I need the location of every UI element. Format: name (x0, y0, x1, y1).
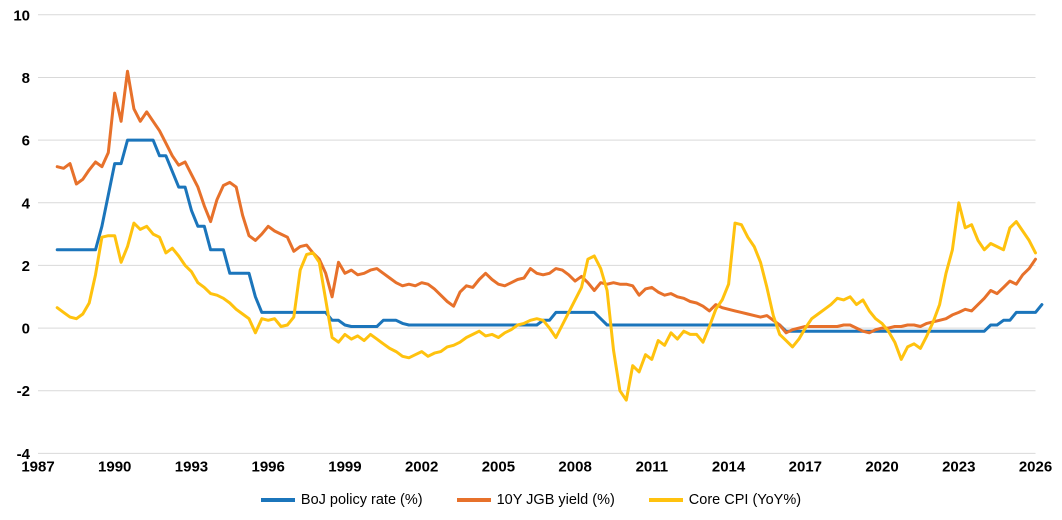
x-tick-label: 2026 (1019, 458, 1052, 475)
chart-legend: BoJ policy rate (%) 10Y JGB yield (%) Core… (0, 492, 1062, 508)
y-tick-label: 4 (22, 195, 31, 212)
legend-line-swatch (260, 498, 295, 502)
x-tick-label: 1987 (21, 458, 54, 475)
x-tick-label: 1990 (98, 458, 131, 475)
y-tick-label: 10 (13, 7, 30, 24)
series-line-core-cpi-yoy (55, 201, 1037, 402)
y-axis-labels: -4 -2 0 2 4 6 8 10 (13, 7, 30, 463)
series-line-boj-policy-rate (55, 138, 1044, 333)
legend-line-swatch (648, 498, 683, 502)
y-tick-label: -4 (17, 446, 31, 463)
gridlines (38, 14, 1036, 454)
x-tick-label: 2014 (712, 458, 746, 475)
legend-item: BoJ policy rate (%) (260, 492, 423, 508)
legend-line-swatch (456, 498, 491, 502)
x-axis-labels: 1987 1990 1993 1996 1999 2002 2005 2008 2011 2014… (21, 458, 1052, 475)
series-lines (55, 69, 1044, 402)
x-tick-label: 2023 (942, 458, 975, 475)
y-tick-label: 0 (22, 321, 30, 338)
legend-item: 10Y JGB yield (%) (456, 492, 615, 508)
series-line-10y-jgb-yield (55, 69, 1037, 335)
x-tick-label: 2005 (482, 458, 515, 475)
x-tick-label: 2011 (636, 458, 669, 475)
legend-label: BoJ policy rate (%) (300, 492, 423, 508)
y-tick-label: 8 (22, 70, 30, 87)
legend-label: 10Y JGB yield (%) (496, 492, 615, 508)
legend-item: Core CPI (YoY%) (648, 492, 802, 508)
x-tick-label: 2008 (558, 458, 591, 475)
x-tick-label: 2017 (789, 458, 822, 475)
x-tick-label: 2002 (405, 458, 438, 475)
legend-label: Core CPI (YoY%) (688, 492, 802, 508)
y-tick-label: 6 (22, 133, 30, 150)
x-tick-label: 1996 (252, 458, 285, 475)
x-tick-label: 2020 (865, 458, 898, 475)
x-tick-label: 1999 (328, 458, 361, 475)
y-tick-label: 2 (22, 258, 30, 275)
y-tick-label: -2 (17, 383, 30, 400)
x-tick-label: 1993 (175, 458, 208, 475)
